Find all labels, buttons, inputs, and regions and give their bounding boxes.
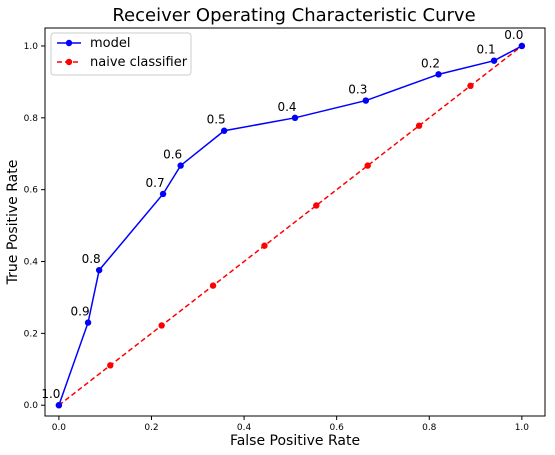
y-tick-label: 0.0 <box>24 401 39 411</box>
x-tick-label: 1.0 <box>515 423 530 433</box>
data-point-model <box>84 319 92 326</box>
data-point-model <box>220 127 228 134</box>
data-point-naive <box>467 82 474 90</box>
data-point-naive <box>415 122 423 129</box>
y-tick-label: 0.6 <box>24 186 39 196</box>
data-point-model <box>362 97 370 104</box>
data-point-naive <box>158 322 165 329</box>
threshold-label: 0.9 <box>71 305 90 319</box>
y-tick-label: 0.2 <box>24 329 38 339</box>
data-point-model <box>490 57 498 64</box>
threshold-label: 0.7 <box>146 176 165 190</box>
legend-marker-model <box>65 39 73 47</box>
y-tick-label: 0.8 <box>24 114 39 124</box>
x-tick-label: 0.6 <box>330 423 345 433</box>
y-tick-label: 0.4 <box>24 258 39 268</box>
x-axis: 0.0 0.2 0.4 0.6 0.8 1.0 <box>52 416 530 433</box>
data-point-model <box>177 162 184 169</box>
series-layer <box>55 42 526 409</box>
legend: model naive classifier <box>50 32 192 76</box>
data-point-model <box>55 402 63 409</box>
threshold-label: 0.5 <box>207 113 226 127</box>
series-line-naive <box>58 45 523 406</box>
data-point-model <box>435 71 442 78</box>
data-point-model <box>291 114 299 122</box>
y-tick-label: 1.0 <box>24 42 39 52</box>
x-tick-label: 0.8 <box>422 423 437 433</box>
threshold-label: 0.4 <box>277 100 296 114</box>
y-axis-label: True Positive Rate <box>5 160 21 286</box>
threshold-label: 0.0 <box>504 28 523 42</box>
legend-label-model: model <box>90 36 130 51</box>
data-point-naive <box>364 162 371 169</box>
threshold-label: 0.1 <box>477 43 496 57</box>
x-tick-label: 0.4 <box>237 423 252 433</box>
threshold-label: 0.3 <box>348 83 367 97</box>
x-tick-label: 0.0 <box>52 423 67 433</box>
y-axis: 0.0 0.2 0.4 0.6 0.8 1.0 <box>24 42 45 411</box>
legend-marker-naive <box>65 58 73 66</box>
point-labels: 1.0 0.9 0.8 0.7 0.6 0.5 0.4 0.3 0.2 0.1 0.0 <box>41 28 523 401</box>
threshold-label: 0.6 <box>163 148 182 162</box>
legend-label-naive: naive classifier <box>90 55 188 70</box>
threshold-label: 0.8 <box>82 252 101 266</box>
data-point-model <box>159 190 167 198</box>
threshold-label: 1.0 <box>41 387 60 401</box>
data-point-naive <box>107 362 114 369</box>
x-axis-label: False Positive Rate <box>230 433 360 449</box>
data-point-naive <box>313 202 320 209</box>
data-point-model <box>518 42 526 50</box>
data-point-naive <box>261 242 268 249</box>
legend-box <box>50 32 192 76</box>
x-tick-label: 0.2 <box>144 423 158 433</box>
data-point-naive <box>209 282 217 289</box>
chart-title: Receiver Operating Characteristic Curve <box>112 5 475 26</box>
data-point-model <box>95 266 103 274</box>
threshold-label: 0.2 <box>421 56 440 70</box>
